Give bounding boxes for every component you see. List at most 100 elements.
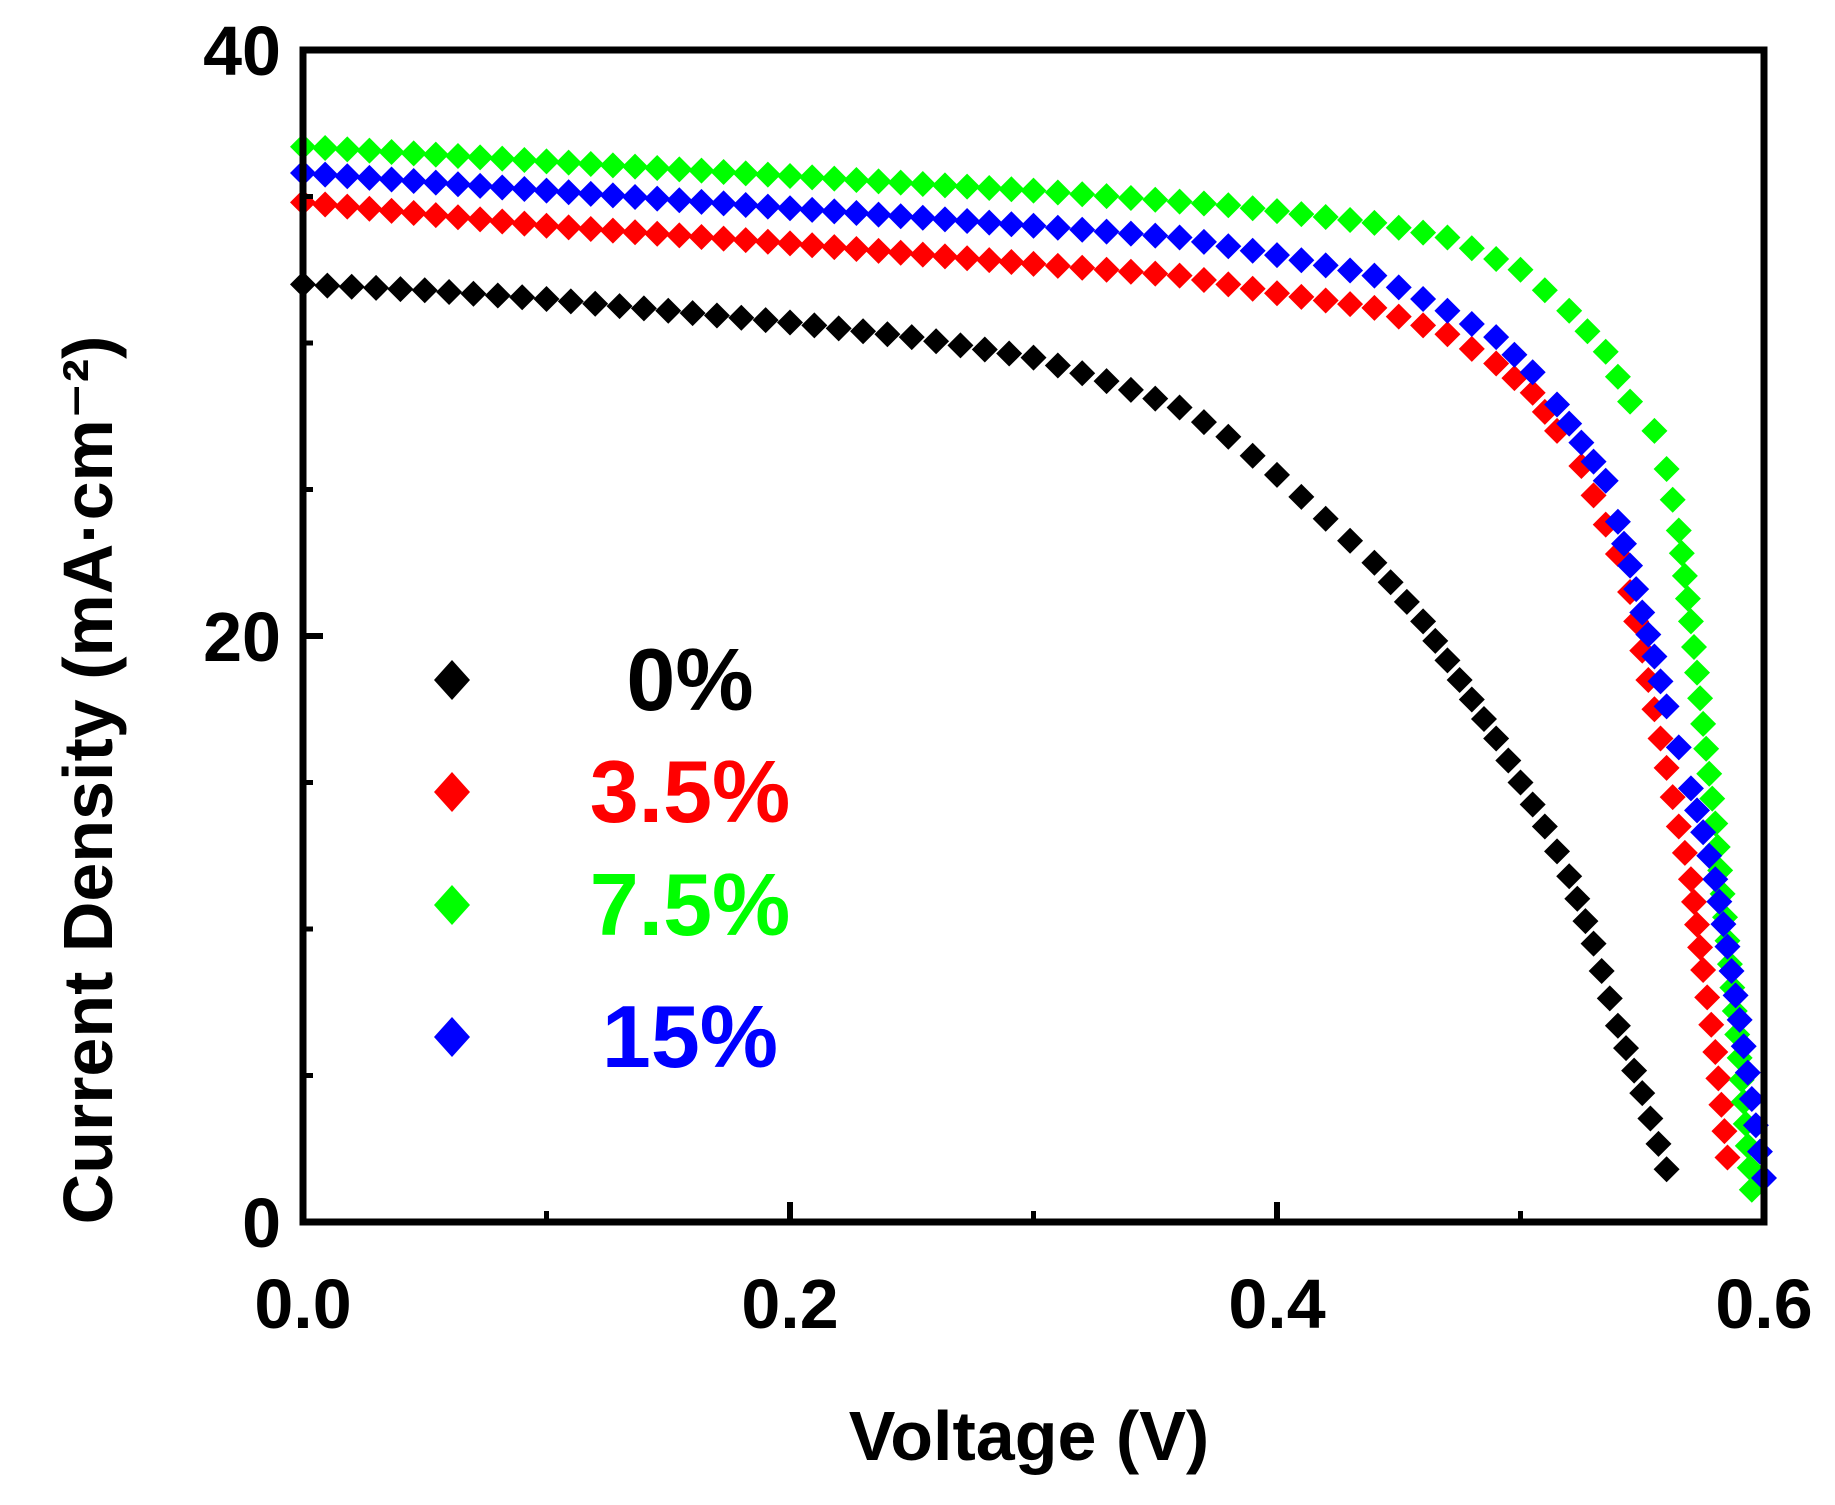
data-point xyxy=(777,230,803,257)
data-point xyxy=(1734,1059,1761,1086)
data-point xyxy=(1288,483,1315,510)
data-point xyxy=(923,328,950,355)
data-point xyxy=(582,290,609,317)
data-point xyxy=(1434,224,1461,251)
data-point xyxy=(777,162,803,189)
data-point xyxy=(1677,775,1704,802)
data-point xyxy=(1677,608,1704,635)
data-point xyxy=(314,272,341,299)
data-point xyxy=(555,149,582,176)
data-point xyxy=(1239,237,1266,264)
data-point xyxy=(422,169,449,196)
data-point xyxy=(998,211,1025,238)
data-point xyxy=(843,166,870,193)
data-point xyxy=(622,184,649,211)
y-axis-label: Current Density (mA·cm⁻²) xyxy=(49,336,127,1225)
data-point xyxy=(1674,585,1701,612)
legend-item: 0% xyxy=(434,630,754,729)
data-point xyxy=(1647,725,1674,752)
data-point xyxy=(1718,957,1745,984)
data-point xyxy=(1572,908,1599,935)
data-point xyxy=(644,154,671,181)
data-point xyxy=(400,168,427,195)
data-point xyxy=(1434,321,1461,348)
data-point xyxy=(422,141,449,168)
legend-marker-diamond xyxy=(434,772,470,812)
legend: 0% 3.5% 7.5% 15% xyxy=(434,630,790,1086)
data-point xyxy=(954,173,981,200)
data-point xyxy=(1617,552,1644,579)
series-3 xyxy=(290,133,1765,1203)
data-point xyxy=(1653,754,1680,781)
data-point xyxy=(1714,933,1741,960)
legend-marker-diamond xyxy=(434,660,470,700)
x-tick-label: 0.2 xyxy=(741,1265,838,1343)
data-point xyxy=(1564,885,1591,912)
data-point xyxy=(1596,985,1623,1012)
data-point xyxy=(1519,379,1546,406)
data-point xyxy=(931,206,958,233)
data-point xyxy=(1714,1144,1741,1171)
data-point xyxy=(467,206,494,233)
data-point xyxy=(1613,1035,1640,1062)
data-point xyxy=(1710,911,1737,938)
data-point xyxy=(1592,338,1619,365)
data-point xyxy=(821,165,848,192)
data-point xyxy=(363,274,390,301)
series-1 xyxy=(290,271,1680,1183)
data-point xyxy=(334,136,361,163)
data-point xyxy=(1645,1130,1672,1157)
data-point xyxy=(1239,195,1266,222)
data-point xyxy=(1507,256,1534,283)
data-point xyxy=(1044,252,1071,279)
data-point xyxy=(356,137,383,164)
data-point xyxy=(976,209,1003,236)
data-point xyxy=(599,182,626,209)
data-point xyxy=(1738,1085,1765,1112)
data-point xyxy=(1574,318,1601,345)
data-point xyxy=(1093,183,1120,210)
data-point xyxy=(1190,190,1217,217)
data-point xyxy=(703,302,730,329)
data-point xyxy=(1288,247,1315,274)
data-point xyxy=(1377,569,1404,596)
data-point xyxy=(1020,250,1047,277)
data-point xyxy=(467,172,494,199)
data-point xyxy=(821,234,848,261)
data-point xyxy=(1410,219,1437,246)
data-point xyxy=(1239,442,1266,469)
data-point xyxy=(312,191,339,218)
data-point xyxy=(1531,813,1558,840)
data-point xyxy=(1117,376,1144,403)
legend-label: 0% xyxy=(626,630,753,729)
data-point xyxy=(1556,410,1583,437)
data-point xyxy=(1623,576,1650,603)
legend-item: 7.5% xyxy=(434,855,790,954)
data-point xyxy=(1592,511,1619,538)
data-point xyxy=(577,215,604,242)
data-point xyxy=(533,212,560,239)
data-points-layer xyxy=(290,133,1777,1203)
data-point xyxy=(577,180,604,207)
data-point xyxy=(1721,998,1748,1025)
data-point xyxy=(666,222,693,249)
data-point xyxy=(1722,982,1749,1009)
axes-layer: 0.0 0.2 0.4 0.6 0 20 40 xyxy=(203,12,1813,1343)
data-point xyxy=(533,177,560,204)
data-point xyxy=(400,140,427,167)
data-point xyxy=(1556,863,1583,890)
data-point xyxy=(1696,760,1723,787)
data-point xyxy=(1458,235,1485,262)
data-point xyxy=(1264,242,1290,269)
data-point xyxy=(1635,621,1662,648)
data-point xyxy=(666,156,693,183)
data-point xyxy=(644,185,671,212)
data-point xyxy=(1142,260,1169,287)
data-point xyxy=(1215,423,1242,450)
data-point xyxy=(1190,409,1217,436)
data-point xyxy=(909,170,936,197)
data-point xyxy=(1422,627,1449,654)
data-point xyxy=(1580,448,1607,475)
data-point xyxy=(1604,1012,1631,1039)
